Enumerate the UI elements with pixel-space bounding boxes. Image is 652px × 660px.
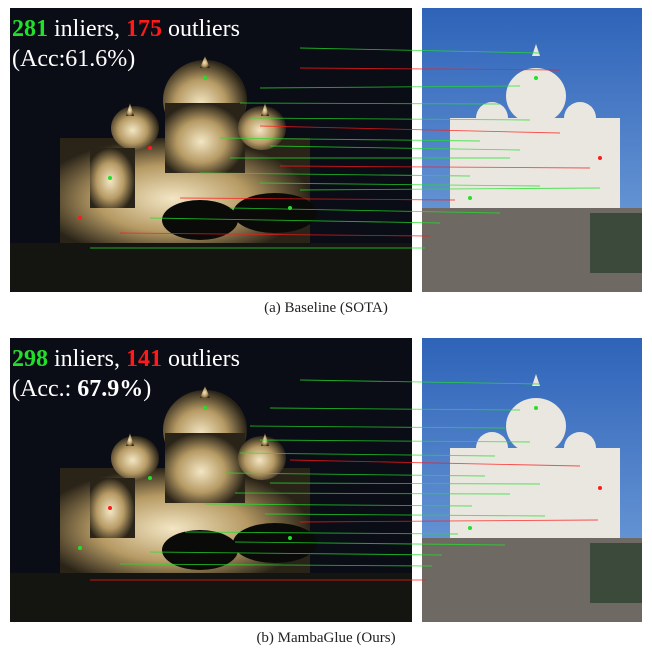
match-visualization-mambaglue: [10, 338, 642, 622]
night-basilica: [60, 386, 310, 578]
match-lines: [90, 379, 599, 581]
accuracy-line: (Acc.: 67.9%): [12, 374, 240, 404]
inlier-count: 298: [12, 346, 48, 372]
match-visualization-baseline: [10, 8, 642, 292]
caption-mambaglue: (b) MambaGlue (Ours): [256, 630, 396, 646]
keypoints: [78, 406, 602, 550]
day-basilica: [450, 374, 620, 538]
outlier-label: outliers: [168, 346, 240, 372]
counts-line: 298 inliers, 141 outliers: [12, 344, 240, 374]
accuracy-line: (Acc:61.6%): [12, 44, 240, 74]
panel-baseline: 281 inliers, 175 outliers (Acc:61.6%) (a…: [10, 8, 642, 316]
match-stats: 281 inliers, 175 outliers (Acc:61.6%): [12, 14, 240, 74]
inlier-label: inliers,: [54, 16, 120, 42]
panel-mambaglue: 298 inliers, 141 outliers (Acc.: 67.9%) …: [0, 330, 652, 660]
counts-line: 281 inliers, 175 outliers: [12, 14, 240, 44]
keypoints: [78, 76, 602, 220]
caption-baseline: (a) Baseline (SOTA): [264, 300, 388, 316]
match-stats: 298 inliers, 141 outliers (Acc.: 67.9%): [12, 344, 240, 404]
accuracy-prefix: (Acc:61.6%): [12, 46, 136, 72]
accuracy-suffix: ): [143, 376, 152, 402]
outlier-count: 141: [126, 346, 162, 372]
match-lines: [90, 47, 601, 249]
inlier-count: 281: [12, 16, 48, 42]
outlier-label: outliers: [168, 16, 240, 42]
accuracy-prefix: (Acc.:: [12, 376, 78, 402]
day-basilica: [450, 44, 620, 208]
inlier-label: inliers,: [54, 346, 120, 372]
outlier-count: 175: [126, 16, 162, 42]
accuracy-value: 67.9%: [77, 376, 144, 402]
